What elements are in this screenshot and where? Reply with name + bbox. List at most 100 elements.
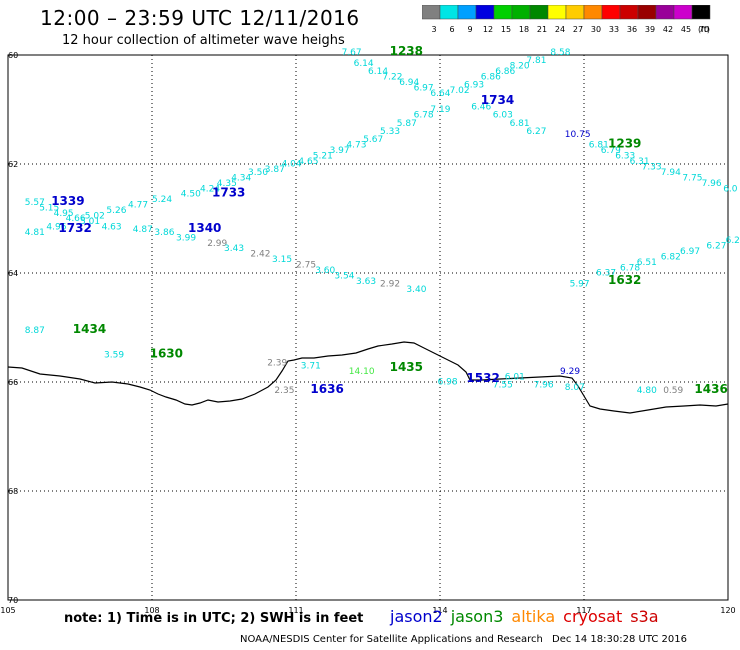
- wave-height-value: 6.27: [706, 241, 726, 251]
- pass-time-label: 1340: [188, 221, 221, 235]
- wave-height-value: 4.50: [181, 190, 201, 200]
- page-title: 12:00 – 23:59 UTC 12/11/2016: [40, 6, 360, 30]
- wave-height-value: 5.15: [39, 203, 59, 213]
- wave-height-value: 3.87: [265, 165, 285, 175]
- wave-height-value: 3.63: [356, 277, 376, 287]
- wave-height-value: 3.40: [406, 285, 426, 295]
- wave-height-value: 6.97: [680, 247, 700, 257]
- wave-height-value: 7.02: [450, 86, 470, 96]
- wave-height-value: 6.0: [723, 184, 738, 194]
- wave-height-value: 6.78: [414, 111, 434, 121]
- colorbar-swatch-70: [691, 5, 711, 20]
- pass-time-label: 1734: [481, 93, 514, 107]
- pass-time-label: 1339: [51, 194, 84, 208]
- wave-height-value: 6.81: [589, 141, 609, 151]
- legend-item-s3a: s3a: [630, 607, 659, 626]
- wave-height-value: 7.55: [493, 380, 513, 390]
- colorbar-label-24: 24: [555, 25, 565, 34]
- y-tick-66: 66: [8, 378, 18, 387]
- pass-time-label: 1733: [212, 186, 245, 200]
- colorbar-label-3: 3: [431, 25, 436, 34]
- wave-height-value: 6.98: [438, 378, 458, 388]
- wave-height-value: 4.63: [102, 222, 122, 232]
- pass-time-label: 1632: [608, 273, 641, 287]
- pass-time-label: 1630: [150, 346, 183, 360]
- legend-item-cryosat: cryosat: [563, 607, 623, 626]
- footnote: note: 1) Time is in UTC; 2) SWH is in fe…: [64, 611, 364, 626]
- pass-time-label: 1238: [390, 44, 423, 58]
- colorbar-label-36: 36: [627, 25, 637, 34]
- wave-height-value: 8.58: [550, 48, 570, 58]
- wave-height-value: 7.22: [382, 73, 402, 83]
- satellite-legend: jason2 jason3 altika cryosat s3a: [390, 607, 667, 626]
- wave-height-value: 9.29: [560, 367, 580, 377]
- wave-height-value: 3.60: [315, 266, 335, 276]
- wave-height-value: 7.96: [702, 179, 722, 189]
- wave-height-value: 2.39: [267, 359, 287, 369]
- wave-height-value: 3.15: [272, 255, 292, 265]
- colorbar-label-45: 45: [681, 25, 691, 34]
- colorbar-label-70: 70: [699, 25, 709, 34]
- wave-height-value: 8.87: [25, 326, 45, 336]
- colorbar-label-39: 39: [645, 25, 655, 34]
- wave-height-value: 2.99: [207, 239, 227, 249]
- wave-height-value: 4.65: [298, 157, 318, 167]
- x-tick-114: 114: [432, 606, 447, 615]
- wave-height-value: 4.04: [282, 160, 302, 170]
- colorbar-label-21: 21: [537, 25, 547, 34]
- wave-height-value: 6.14: [354, 59, 374, 69]
- wave-height-value: 5.33: [380, 127, 400, 137]
- wave-height-value: 8.07: [565, 383, 585, 393]
- wave-height-value: 3.99: [176, 233, 196, 243]
- wave-height-value: 6.2: [726, 236, 740, 246]
- wave-height-value: 5.67: [363, 135, 383, 145]
- x-tick-120: 120: [720, 606, 735, 615]
- colorbar-label-42: 42: [663, 25, 673, 34]
- wave-height-value: 6.78: [620, 263, 640, 273]
- colorbar-label-27: 27: [573, 25, 583, 34]
- y-tick-62: 62: [8, 160, 18, 169]
- coastline: [7, 341, 729, 414]
- wave-height-value: 6.97: [414, 83, 434, 93]
- wave-height-value: 6.31: [630, 157, 650, 167]
- wave-height-value: 3.50: [248, 168, 268, 178]
- wave-height-value: 5.97: [570, 280, 590, 290]
- colorbar-label-6: 6: [449, 25, 454, 34]
- wave-height-value: 6.79: [601, 146, 621, 156]
- pass-time-label: 1239: [608, 137, 641, 151]
- wave-height-value: 0.59: [663, 386, 683, 396]
- wave-height-value: 4.77: [128, 201, 148, 211]
- page-subtitle: 12 hour collection of altimeter wave hei…: [62, 33, 345, 48]
- y-tick-60: 60: [8, 51, 18, 60]
- pass-time-label: 1532: [466, 371, 499, 385]
- colorbar-label-15: 15: [501, 25, 511, 34]
- wave-height-value: 10.75: [565, 130, 591, 140]
- colorbar-label-30: 30: [591, 25, 601, 34]
- wave-height-value: 8.20: [510, 62, 530, 72]
- wave-height-value: 4.66: [66, 214, 86, 224]
- wave-height-value: 14.10: [349, 367, 375, 377]
- wave-height-value: 2.42: [250, 250, 270, 260]
- wave-height-value: 6.64: [430, 89, 450, 99]
- x-tick-105: 105: [0, 606, 15, 615]
- wave-height-value: 6.86: [495, 67, 515, 77]
- pass-time-label: 1436: [694, 382, 727, 396]
- wave-height-value: 7.96: [534, 380, 554, 390]
- pass-time-label: 1636: [310, 382, 343, 396]
- wave-height-value: 7.94: [661, 168, 681, 178]
- wave-height-value: 5.57: [25, 198, 45, 208]
- pass-time-label: 1434: [73, 322, 106, 336]
- x-tick-111: 111: [288, 606, 303, 615]
- wave-height-value: 4.87: [133, 225, 153, 235]
- wave-height-value: 5.02: [85, 212, 105, 222]
- wave-height-value: 7.67: [342, 48, 362, 58]
- wave-height-value: 6.01: [505, 372, 525, 382]
- wave-height-value: 2.35: [274, 386, 294, 396]
- wave-height-value: 6.81: [510, 119, 530, 129]
- pass-time-label: 1435: [390, 360, 423, 374]
- colorbar-label-33: 33: [609, 25, 619, 34]
- generation-timestamp: Dec 14 18:30:28 UTC 2016: [552, 634, 687, 645]
- wave-height-value: 4.81: [25, 228, 45, 238]
- legend-item-jason3: jason3: [450, 607, 504, 626]
